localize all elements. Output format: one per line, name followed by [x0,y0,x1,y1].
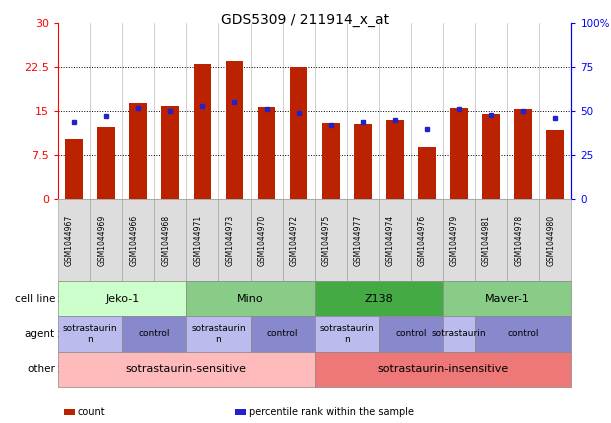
Text: control: control [267,330,298,338]
Bar [386,120,404,199]
Bar [225,61,243,199]
Text: GSM1044976: GSM1044976 [418,214,427,266]
Text: control: control [507,330,539,338]
Text: GSM1044979: GSM1044979 [450,214,459,266]
Text: control: control [395,330,426,338]
Bar [161,106,179,199]
Text: sotrastaurin
n: sotrastaurin n [63,324,117,343]
Text: GSM1044973: GSM1044973 [225,214,235,266]
Bar [546,130,564,199]
Bar [418,147,436,199]
Bar [354,124,371,199]
Text: GSM1044972: GSM1044972 [290,214,299,266]
Text: GSM1044977: GSM1044977 [354,214,363,266]
Text: other: other [27,364,55,374]
Text: sotrastaurin
n: sotrastaurin n [191,324,246,343]
Bar [97,127,115,199]
Bar [514,109,532,199]
Text: Mino: Mino [237,294,264,304]
Text: sotrastaurin-sensitive: sotrastaurin-sensitive [126,364,247,374]
Text: count: count [78,407,105,417]
Bar [258,107,276,199]
Text: Z138: Z138 [364,294,393,304]
Text: GSM1044974: GSM1044974 [386,214,395,266]
Bar [290,67,307,199]
Bar [194,63,211,199]
Bar [322,123,340,199]
Text: GSM1044978: GSM1044978 [514,214,523,266]
Text: GSM1044968: GSM1044968 [161,214,170,266]
Bar [65,139,83,199]
Text: sotrastaurin-insensitive: sotrastaurin-insensitive [378,364,508,374]
Bar [450,107,468,199]
Text: GSM1044970: GSM1044970 [258,214,266,266]
Text: GSM1044981: GSM1044981 [482,214,491,266]
Text: sotrastaurin: sotrastaurin [432,330,486,338]
Text: cell line: cell line [15,294,55,304]
Text: GSM1044971: GSM1044971 [194,214,202,266]
Text: GDS5309 / 211914_x_at: GDS5309 / 211914_x_at [221,13,390,27]
Text: Maver-1: Maver-1 [485,294,530,304]
Text: sotrastaurin
n: sotrastaurin n [320,324,374,343]
Text: agent: agent [25,329,55,339]
Text: percentile rank within the sample: percentile rank within the sample [249,407,414,417]
Text: GSM1044967: GSM1044967 [65,214,74,266]
Bar [482,114,500,199]
Text: GSM1044975: GSM1044975 [322,214,331,266]
Bar [130,104,147,199]
Text: GSM1044980: GSM1044980 [546,214,555,266]
Text: GSM1044969: GSM1044969 [97,214,106,266]
Text: GSM1044966: GSM1044966 [130,214,138,266]
Text: control: control [139,330,170,338]
Text: Jeko-1: Jeko-1 [105,294,139,304]
